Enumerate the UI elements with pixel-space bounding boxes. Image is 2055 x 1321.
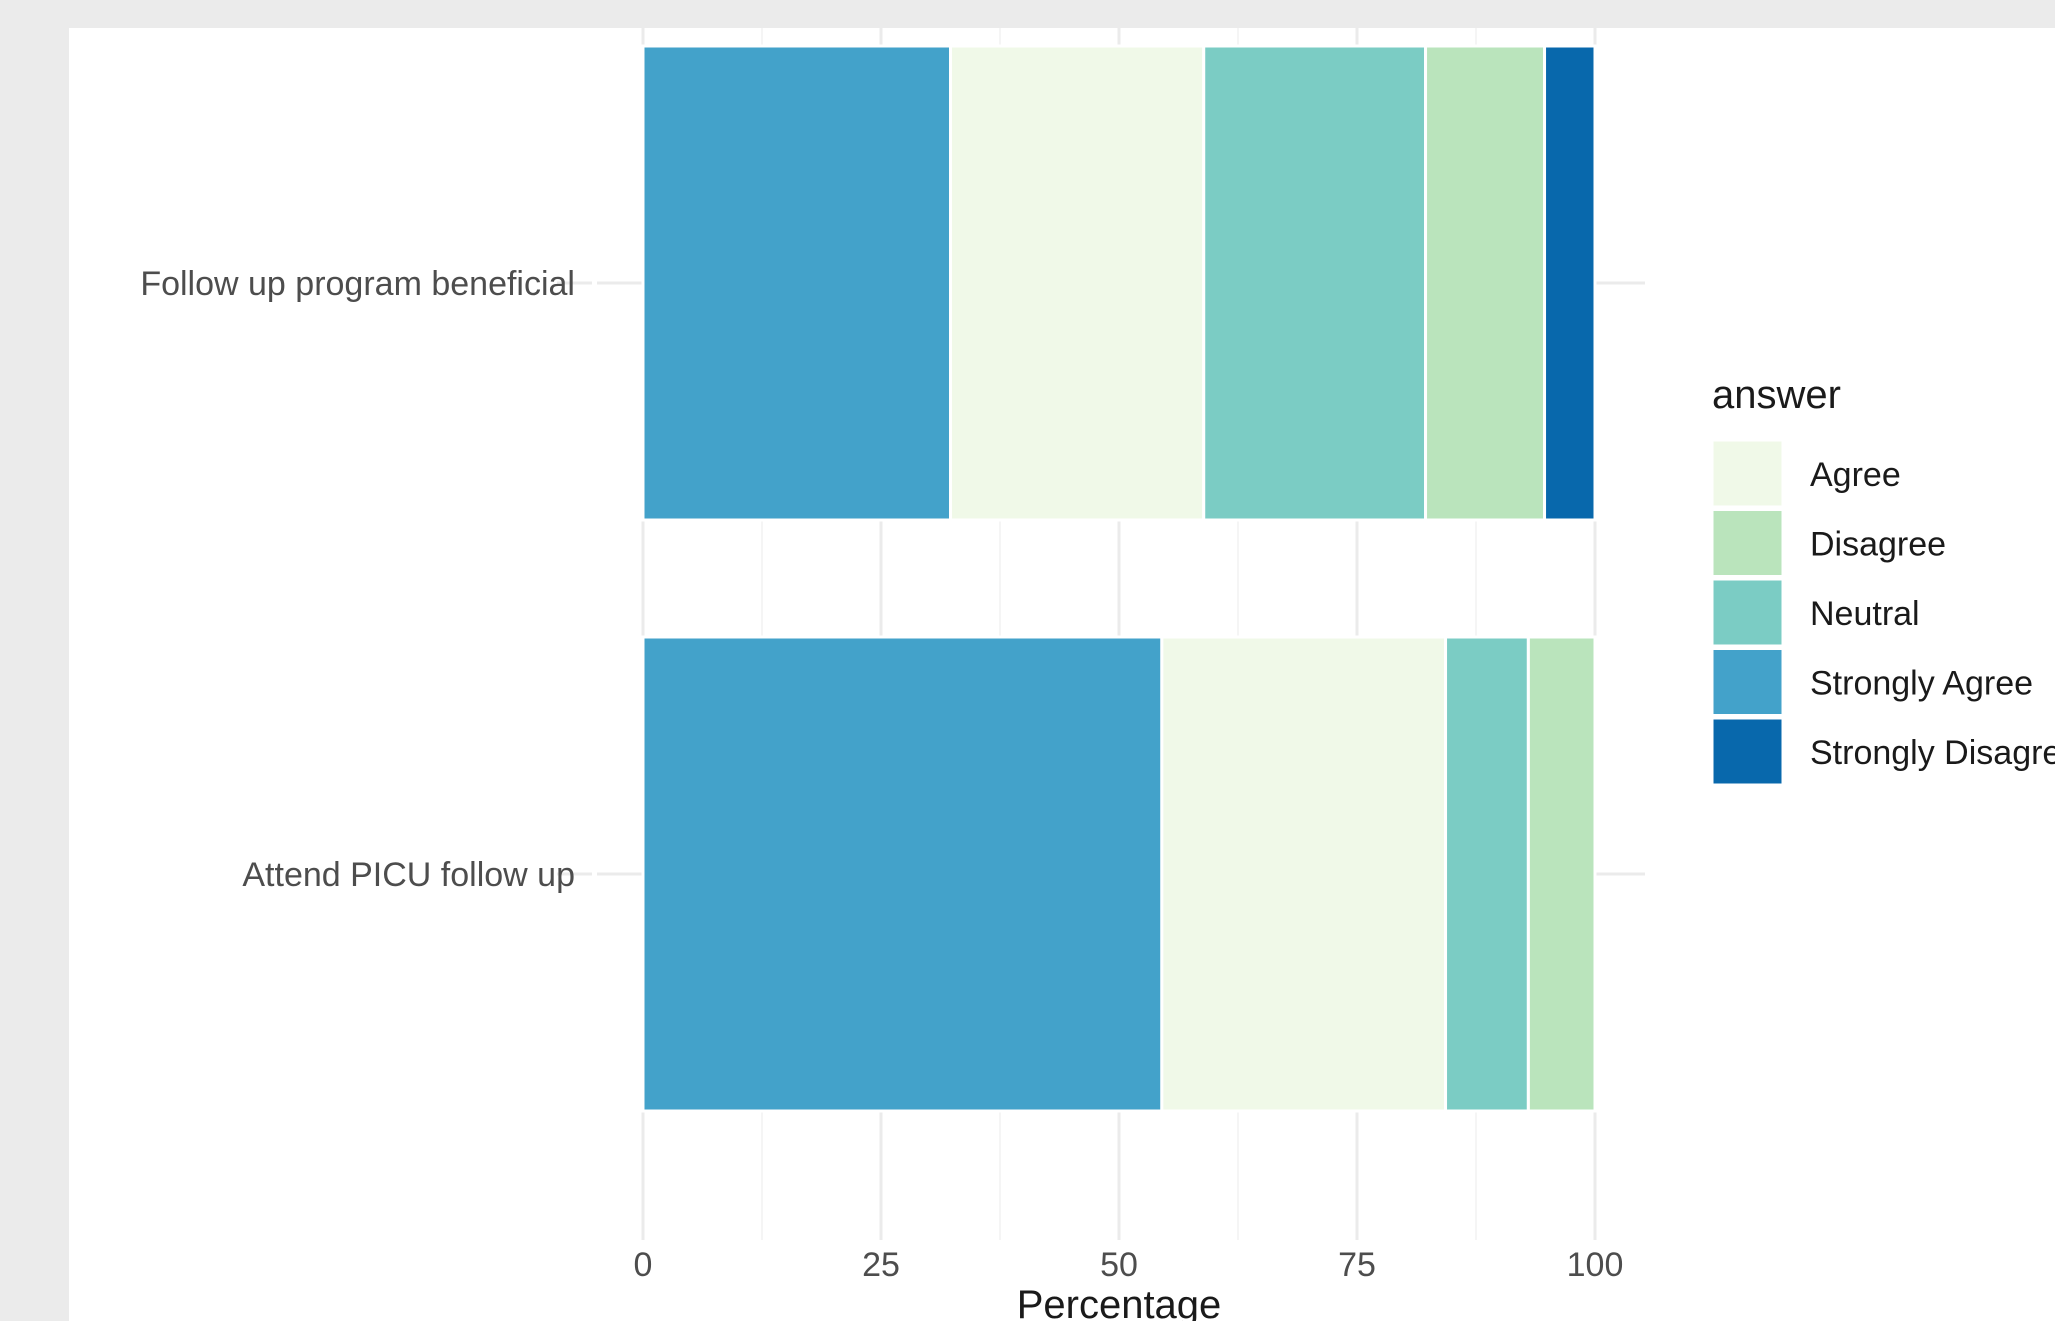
- legend: answer Agree Disagree Neutral Strongly Agre…: [1710, 373, 2055, 787]
- y-axis-ticks: Follow up program beneficial Attend PICU …: [140, 265, 592, 894]
- x-tick-label: 75: [1338, 1246, 1376, 1284]
- legend-label-strongly-agree: Strongly Agree: [1810, 665, 2033, 703]
- bar-segment-strongly-agree: [641, 44, 952, 522]
- bar-segment-agree: [1160, 635, 1448, 1113]
- bar-segment-neutral: [1444, 635, 1530, 1113]
- x-tick-label: 50: [1100, 1246, 1138, 1284]
- x-axis-title: Percentage: [1017, 1283, 1222, 1321]
- legend-label-strongly-disagree: Strongly Disagree: [1810, 734, 2055, 772]
- bar-segment-strongly-agree: [641, 635, 1164, 1113]
- bar-segment-strongly-disagree: [1543, 44, 1597, 522]
- legend-key-strongly-disagree: [1710, 716, 1785, 787]
- legend-title: answer: [1712, 373, 1841, 417]
- y-tick-label: Attend PICU follow up: [242, 856, 575, 894]
- bar-segment-disagree: [1424, 44, 1547, 522]
- x-tick-label: 25: [862, 1246, 900, 1284]
- bar-segment-agree: [948, 44, 1206, 522]
- bar-segment-disagree: [1526, 635, 1597, 1113]
- legend-key-neutral: [1710, 577, 1785, 648]
- x-tick-label: 100: [1567, 1246, 1624, 1284]
- legend-key-disagree: [1710, 508, 1785, 578]
- legend-key-strongly-agree: [1710, 647, 1785, 717]
- legend-label-agree: Agree: [1810, 456, 1901, 494]
- x-axis-ticks: 0 25 50 75 100: [634, 1246, 1624, 1284]
- bar-segment-neutral: [1202, 44, 1428, 522]
- y-tick-label: Follow up program beneficial: [140, 265, 575, 303]
- x-tick-label: 0: [634, 1246, 653, 1284]
- legend-label-disagree: Disagree: [1810, 526, 1946, 564]
- legend-label-neutral: Neutral: [1810, 595, 1920, 633]
- legend-key-agree: [1710, 438, 1785, 509]
- bar-segments: [641, 44, 1597, 1113]
